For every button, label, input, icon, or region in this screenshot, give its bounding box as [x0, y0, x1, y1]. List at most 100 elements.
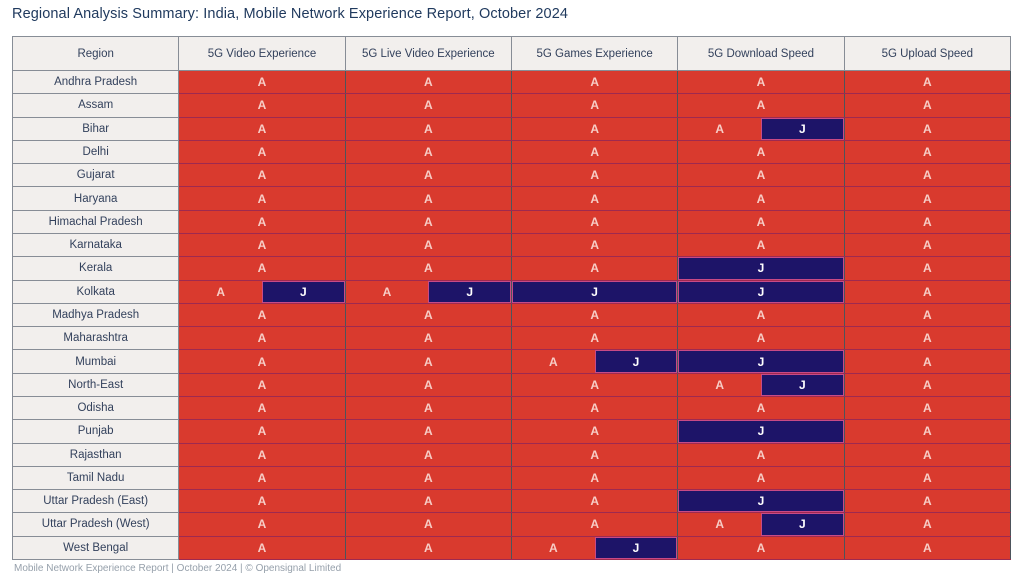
operator-a-label: A [423, 144, 433, 159]
operator-a-label: A [590, 307, 599, 322]
operator-a-label: A [590, 214, 599, 229]
operator-a-label: A [590, 168, 599, 183]
experience-cell: A [677, 465, 845, 491]
operator-a-label: A [922, 238, 932, 253]
operator-a-label: A [922, 540, 932, 555]
region-cell: Mumbai [11, 349, 180, 374]
operator-a-label: A [423, 261, 433, 276]
experience-cell: A [677, 93, 845, 118]
operator-j-block: J [678, 257, 844, 280]
operator-a-label: A [590, 98, 599, 113]
operator-j-block: J [760, 117, 844, 140]
experience-cell: A [344, 69, 512, 95]
experience-cell: A [510, 139, 679, 165]
operator-a-label: A [257, 447, 267, 462]
operator-a-label: A [548, 354, 558, 369]
experience-cell: J [510, 279, 679, 304]
table-row: Andhra Pradesh A A A A A [11, 69, 1012, 95]
operator-a-label: A [590, 331, 599, 346]
region-cell: Kolkata [11, 279, 180, 304]
experience-cell: A [178, 349, 346, 374]
experience-cell: A [344, 186, 512, 211]
experience-cell: A [178, 419, 346, 444]
operator-a-label: A [922, 470, 932, 485]
region-cell: Delhi [11, 139, 180, 165]
operator-a-label: A [590, 191, 599, 206]
experience-cell: A [510, 372, 679, 397]
table-row: West Bengal A A A J A A [11, 535, 1012, 561]
experience-cell: A [843, 139, 1012, 165]
operator-j-block: J [511, 280, 678, 303]
experience-cell: A [677, 69, 845, 95]
experience-cell: A [843, 69, 1012, 95]
table-row: Karnataka A A A A A [11, 232, 1012, 258]
experience-cell: A [677, 163, 845, 188]
experience-cell: A [344, 116, 512, 141]
operator-a-label: A [922, 98, 932, 113]
operator-a-label: A [922, 307, 932, 322]
table-row: Uttar Pradesh (East) A A A J A [11, 489, 1012, 514]
operator-a-label: A [590, 424, 599, 439]
operator-a-label: A [257, 540, 267, 555]
experience-cell: A [510, 512, 679, 537]
table-row: Bihar A A A A J A [11, 116, 1012, 141]
operator-a-label: A [756, 98, 766, 113]
experience-cell: A [344, 395, 512, 421]
experience-cell: A [344, 372, 512, 397]
operator-a-label: A [257, 261, 267, 276]
operator-a-label: A [715, 121, 724, 136]
experience-cell: A [344, 442, 512, 467]
table-row: Uttar Pradesh (West) A A A A J A [11, 512, 1012, 537]
region-cell: Karnataka [11, 232, 180, 258]
operator-a-label: A [423, 75, 433, 90]
operator-a-label: A [756, 401, 766, 416]
table-row: Delhi A A A A A [11, 139, 1012, 165]
table-row: Kolkata A J A J J J A [11, 279, 1012, 304]
region-cell: Gujarat [11, 163, 180, 188]
operator-a-label: A [922, 144, 932, 159]
experience-cell: A [510, 302, 679, 328]
region-cell: Kerala [11, 256, 180, 281]
operator-a-label: A [590, 261, 599, 276]
region-cell: Uttar Pradesh (East) [11, 489, 180, 514]
operator-j-block: J [594, 350, 678, 373]
operator-j-block: J [760, 373, 844, 396]
column-header-region: Region [11, 36, 180, 71]
operator-a-label: A [922, 447, 932, 462]
operator-a-label: A [423, 307, 433, 322]
experience-cell: A [178, 116, 346, 141]
operator-a-label: A [216, 284, 225, 299]
operator-a-label: A [715, 517, 724, 532]
operator-a-label: A [257, 307, 267, 322]
footer-attribution: Mobile Network Experience Report | Octob… [14, 563, 342, 574]
experience-cell: A [178, 69, 346, 95]
experience-cell: A [178, 326, 346, 351]
operator-a-label: A [423, 98, 433, 113]
experience-cell: A [843, 512, 1012, 537]
operator-a-label: A [257, 377, 267, 392]
experience-cell: A [510, 489, 679, 514]
operator-a-label: A [257, 331, 267, 346]
region-cell: Himachal Pradesh [11, 209, 180, 234]
region-cell: North-East [11, 372, 180, 397]
operator-a-label: A [423, 214, 433, 229]
experience-cell: A [510, 326, 679, 351]
operator-a-label: A [756, 447, 766, 462]
table-row: Assam A A A A A [11, 93, 1012, 118]
operator-a-label: A [715, 377, 724, 392]
experience-cell: A [344, 256, 512, 281]
table-row: Maharashtra A A A A A [11, 326, 1012, 351]
experience-cell: A [344, 512, 512, 537]
table-row: Himachal Pradesh A A A A A [11, 209, 1012, 234]
operator-a-label: A [423, 540, 433, 555]
experience-cell: A [344, 535, 512, 561]
experience-cell: A [344, 232, 512, 258]
experience-cell: A [677, 302, 845, 328]
experience-cell: A [677, 139, 845, 165]
operator-a-label: A [423, 121, 433, 136]
